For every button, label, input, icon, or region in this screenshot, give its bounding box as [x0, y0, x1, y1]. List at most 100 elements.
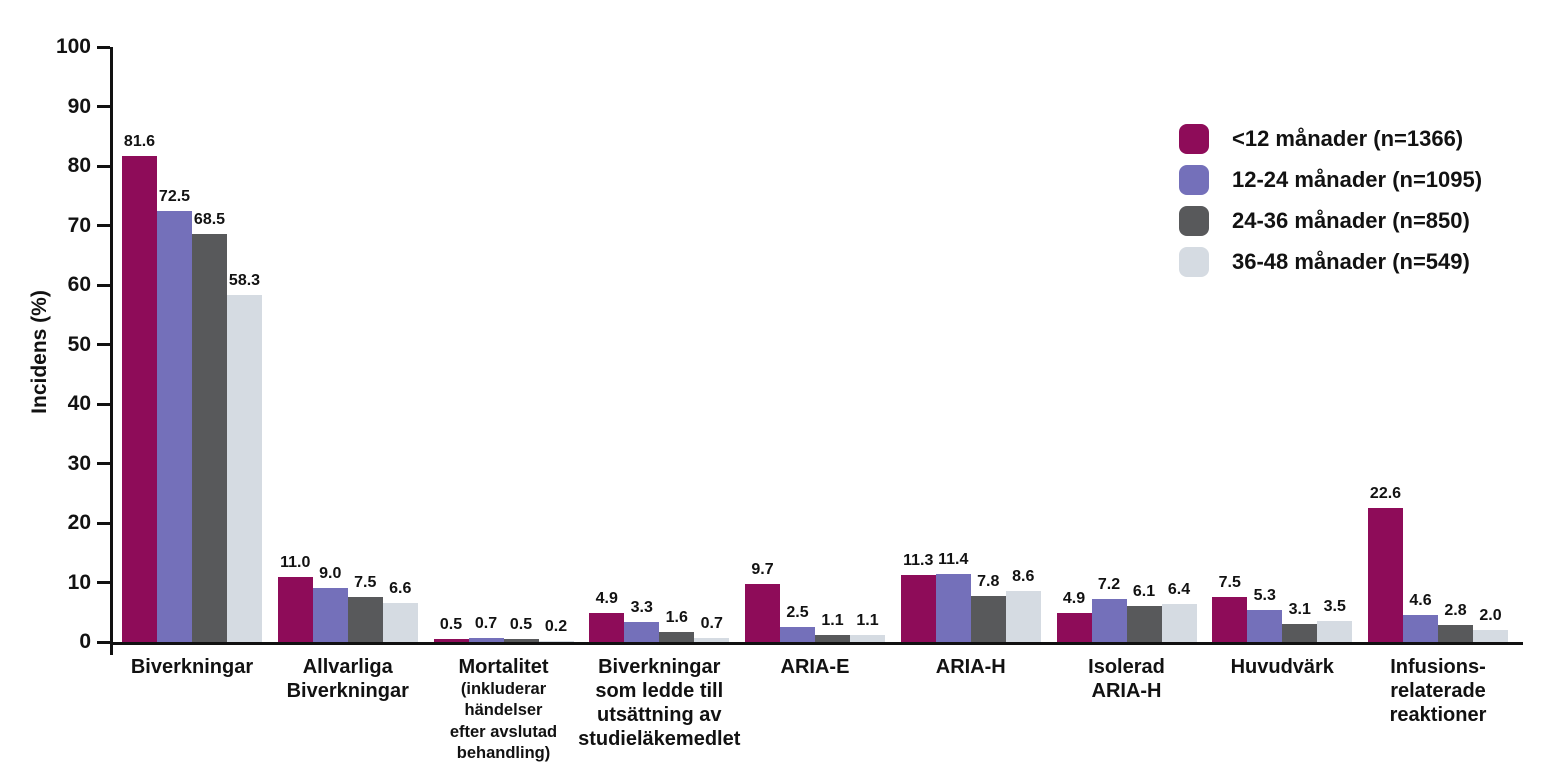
y-tick-mark	[97, 283, 110, 287]
bar	[433, 639, 469, 642]
y-tick-mark	[97, 164, 110, 168]
bar	[157, 210, 192, 642]
category-label: ARIA-E	[780, 656, 850, 678]
x-axis-line	[110, 642, 1523, 645]
bar	[1005, 590, 1041, 642]
category-label: Mortalitet (inkluderar händelser efter avsl…	[389, 655, 619, 765]
category-label: Huvudvärk	[1230, 656, 1334, 678]
y-tick-label: 0	[79, 630, 91, 653]
category-sublabel: (inkluderar händelser efter avslutad behand…	[449, 680, 558, 763]
bar-group: 81.6 72.5 68.5 58.3 Biverkningar	[122, 47, 262, 678]
bar-value-label: 68.5	[193, 211, 226, 229]
bar-value-label: 2.8	[1444, 602, 1467, 620]
bar	[815, 635, 850, 642]
bar-value-label: 8.6	[1012, 567, 1035, 585]
bar-value-label: 2.5	[786, 604, 809, 622]
legend-swatch-12-24	[1179, 165, 1209, 195]
legend-item-24-36: 24-36 månader (n=850)	[1179, 206, 1482, 236]
category-label: ARIA-H	[935, 656, 1006, 678]
y-tick-label: 30	[67, 451, 91, 475]
bar	[1317, 621, 1353, 642]
bar-value-label: 0.7	[474, 614, 498, 632]
y-tick-mark	[97, 462, 110, 465]
legend-swatch-36-48	[1179, 247, 1209, 277]
category-label: Biverkningar som ledde till utsättning av s…	[578, 656, 741, 750]
bar-value-label: 4.9	[595, 589, 618, 607]
bar	[227, 295, 262, 642]
bar-value-label: 11.0	[280, 553, 311, 571]
y-tick-label: 20	[67, 511, 91, 534]
bar	[312, 588, 348, 642]
bar-group: 11.3 11.4 7.8 8.6 ARIA-H	[900, 47, 1041, 678]
bar-group: 9.7 2.5 1.1 1.1 ARIA-E	[745, 47, 885, 678]
y-tick-mark	[97, 343, 110, 346]
bar-group: 22.6 4.6 2.8 2.0 Infusions-relaterade reaktio…	[1368, 47, 1508, 726]
y-tick-mark	[97, 402, 110, 406]
bar	[277, 576, 313, 642]
y-tick-label: 90	[67, 94, 91, 118]
bar	[1247, 610, 1283, 642]
bar-value-label: 4.9	[1062, 589, 1086, 607]
y-tick-label: 10	[67, 570, 91, 594]
category-label: Isolerad ARIA-H	[1088, 656, 1165, 702]
bar	[900, 574, 936, 642]
bar	[745, 584, 780, 642]
legend-label-24-36: 24-36 månader (n=850)	[1232, 208, 1470, 233]
y-tick-label: 80	[67, 154, 91, 177]
plot-area: 0 10 20 30 40 50 60 70 80 90 100 81.6 72.5 68.5 58.3 B…	[56, 35, 1523, 762]
legend-label-36-48: 36-48 månader (n=549)	[1232, 249, 1470, 274]
bar-value-label: 6.4	[1167, 580, 1191, 598]
bar-value-label: 9.7	[751, 561, 774, 579]
bar-group: 4.9 7.2 6.1 6.4 Isolerad ARIA-H	[1056, 47, 1197, 702]
y-tick-label: 40	[67, 392, 91, 415]
bar	[970, 595, 1006, 642]
bar-groups: 81.6 72.5 68.5 58.3 Biverkningar 11.0 9.0 7.5 6.…	[113, 47, 1523, 762]
legend-label-12-24: 12-24 månader (n=1095)	[1232, 167, 1483, 192]
bar	[1056, 612, 1092, 642]
bar-value-label: 0.5	[509, 616, 533, 634]
bar-value-label: 4.6	[1409, 591, 1432, 609]
y-tick-label: 50	[67, 332, 91, 356]
legend-item-lt12: <12 månader (n=1366)	[1179, 124, 1482, 154]
y-tick-label: 100	[55, 35, 91, 58]
bar	[503, 639, 539, 642]
y-tick-mark	[97, 521, 110, 525]
bar	[935, 574, 971, 642]
legend-swatch-lt12	[1179, 124, 1209, 154]
bar-value-label: 0.5	[439, 616, 463, 634]
legend-label-lt12: <12 månader (n=1366)	[1232, 126, 1464, 151]
y-tick-label: 60	[67, 273, 91, 296]
bar-group: 7.5 5.3 3.1 3.5 Huvudvärk	[1212, 47, 1353, 678]
bar-value-label: 81.6	[123, 133, 156, 151]
bar-value-label: 11.4	[938, 551, 969, 569]
legend-swatch-24-36	[1179, 206, 1209, 236]
bar-value-label: 3.5	[1323, 598, 1346, 616]
y-axis-line	[110, 47, 113, 655]
bar-value-label: 58.3	[228, 272, 261, 290]
bar	[1473, 630, 1508, 642]
bar-value-label: 0.2	[544, 617, 568, 635]
legend-item-12-24: 12-24 månader (n=1095)	[1179, 165, 1482, 195]
bar	[122, 156, 157, 642]
bar	[1438, 625, 1473, 642]
bar-value-label: 22.6	[1369, 484, 1402, 502]
bar	[624, 622, 660, 642]
bar	[694, 637, 730, 642]
bar	[1091, 599, 1127, 642]
bar	[1126, 605, 1162, 642]
y-tick-mark	[97, 45, 110, 49]
bar	[192, 234, 227, 642]
bar-value-label: 9.0	[319, 565, 342, 583]
bar	[347, 597, 383, 642]
bar-group: 11.0 9.0 7.5 6.6 Allvarliga Biverkningar	[277, 47, 418, 702]
bar	[382, 602, 418, 642]
bar	[850, 635, 885, 642]
bar-value-label: 5.3	[1253, 587, 1276, 605]
bar-group: 0.5 0.7 0.5 0.2 Mortalitet (inkluderar händels…	[433, 47, 574, 762]
bar-value-label: 7.8	[977, 572, 1000, 590]
y-tick-mark	[97, 105, 110, 108]
y-tick-mark	[97, 640, 110, 644]
bar-value-label: 1.6	[665, 609, 688, 627]
bar	[468, 637, 504, 642]
bar	[1368, 507, 1403, 642]
